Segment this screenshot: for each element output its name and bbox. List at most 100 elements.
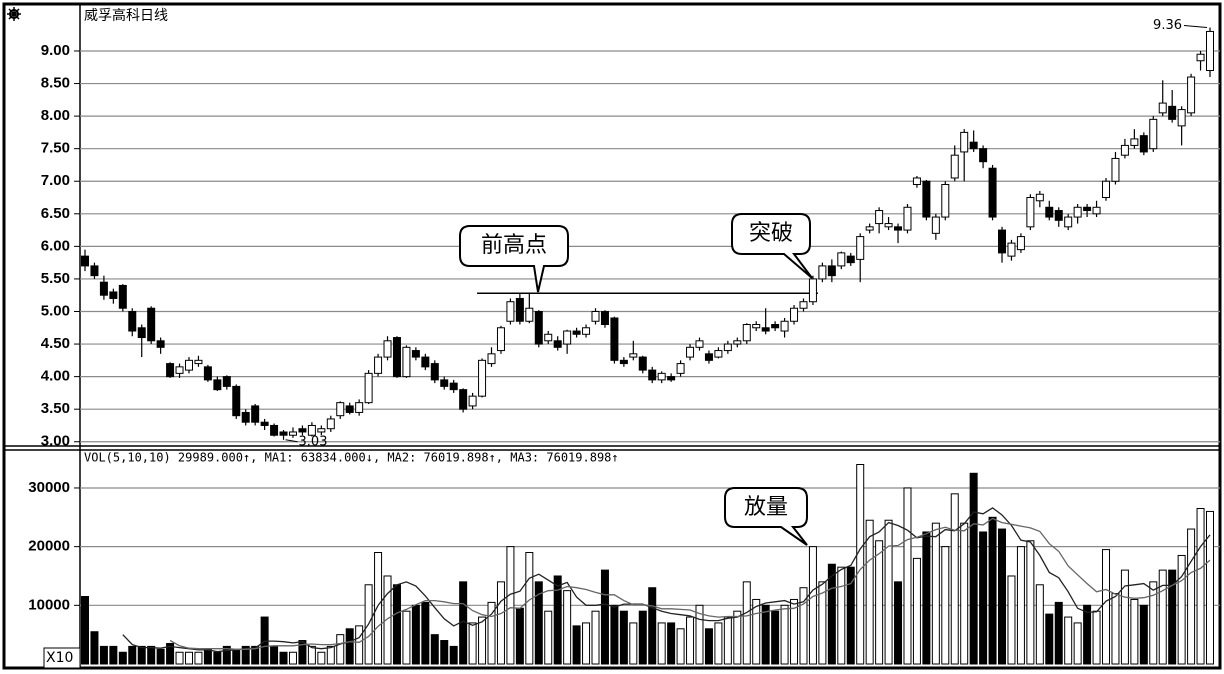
- volume-bar: [837, 566, 846, 665]
- candle-body: [430, 363, 439, 381]
- candle-body: [90, 265, 99, 277]
- volume-bar: [279, 651, 288, 665]
- candle-body: [582, 327, 591, 335]
- y-tick-label: 4.00: [41, 368, 70, 385]
- candle-body: [818, 265, 827, 280]
- volume-bar: [686, 616, 695, 665]
- candle-body: [761, 327, 770, 332]
- candle-body: [1073, 206, 1082, 218]
- candle-body: [109, 291, 118, 299]
- volume-bar: [894, 581, 903, 665]
- candle-body: [1139, 135, 1148, 153]
- y-tick-label: 3.50: [41, 400, 70, 417]
- candle-body: [629, 353, 638, 358]
- volume-bar: [421, 601, 430, 665]
- candle-body: [203, 366, 212, 381]
- candle-body: [1016, 236, 1025, 251]
- candle-body: [1196, 53, 1205, 62]
- candle-body: [544, 333, 553, 342]
- y-tick-label: 20000: [28, 538, 70, 555]
- candle-body: [336, 402, 345, 417]
- candle-body: [1120, 144, 1129, 156]
- volume-bar: [818, 581, 827, 665]
- volume-bar: [950, 493, 959, 665]
- y-tick-label: 3.00: [41, 433, 70, 450]
- volume-bar: [846, 566, 855, 665]
- volume-bar: [383, 575, 392, 665]
- volume-bar: [298, 640, 307, 665]
- volume-bar: [118, 651, 127, 665]
- volume-bar: [222, 645, 231, 665]
- volume-bar: [430, 634, 439, 665]
- volume-bar: [591, 610, 600, 665]
- volume-bar: [402, 610, 411, 665]
- candle-body: [894, 226, 903, 231]
- callouts: 前高点 突破 放量: [459, 213, 813, 546]
- candle-body: [600, 310, 609, 326]
- volume-bar: [931, 522, 940, 665]
- volume-bar: [723, 616, 732, 665]
- volume-bar: [544, 610, 553, 665]
- volume-bar: [1130, 598, 1139, 665]
- callout-box: [459, 225, 569, 293]
- candle-body: [270, 424, 279, 436]
- volume-bar: [184, 651, 193, 665]
- volume-bar: [1187, 528, 1196, 665]
- volume-bar: [1149, 581, 1158, 665]
- volume-bar: [771, 610, 780, 665]
- candle-body: [799, 301, 808, 309]
- candle-body: [317, 428, 326, 433]
- volume-bar: [1139, 604, 1148, 665]
- volume-bar: [704, 628, 713, 665]
- y-tick-label: 8.00: [41, 107, 70, 124]
- volume-bar: [81, 596, 89, 665]
- volume-bar: [1120, 569, 1129, 665]
- volume-bar: [553, 575, 562, 665]
- candle-body: [563, 330, 572, 345]
- candle-body: [184, 359, 193, 371]
- candle-body: [742, 324, 751, 342]
- y-tick-label: 10000: [28, 596, 70, 613]
- volume-bar: [336, 634, 345, 665]
- volume-bar: [440, 640, 449, 665]
- candle-body: [1149, 118, 1158, 150]
- candle-body: [865, 226, 874, 231]
- volume-bar: [156, 648, 165, 665]
- candle-body: [553, 340, 562, 348]
- volume-bar: [742, 581, 751, 665]
- volume-bar: [988, 516, 997, 665]
- volume-bar: [99, 645, 108, 665]
- volume-bar: [147, 645, 156, 665]
- candle-body: [506, 301, 515, 322]
- candle-body: [998, 229, 1007, 254]
- candle-body: [931, 216, 940, 234]
- candle-body: [81, 255, 89, 267]
- volume-bar: [1016, 546, 1025, 665]
- candle-body: [156, 340, 165, 348]
- candle-body: [988, 167, 997, 218]
- candle-body: [780, 320, 789, 332]
- candle-body: [884, 223, 893, 228]
- volume-bar: [270, 645, 279, 665]
- candle-body: [468, 395, 477, 407]
- volume-bar: [496, 581, 505, 665]
- volume-bar: [799, 587, 808, 665]
- volume-bar: [1111, 593, 1120, 665]
- candle-body: [1045, 206, 1054, 218]
- volume-bar: [1092, 610, 1101, 665]
- high-label: 9.36: [1153, 18, 1182, 33]
- candle-body: [846, 255, 855, 264]
- candle-body: [99, 281, 108, 296]
- volume-bar: [827, 563, 836, 665]
- candle-body: [260, 421, 269, 426]
- volume-bar: [232, 648, 241, 665]
- volume-bar: [648, 587, 657, 665]
- volume-bar: [109, 645, 118, 665]
- volume-bar: [563, 590, 572, 665]
- volume-bar: [468, 622, 477, 665]
- volume-bar: [865, 519, 874, 665]
- candle-body: [1177, 109, 1186, 127]
- candle-body: [771, 324, 780, 329]
- label-pointer: [285, 439, 298, 443]
